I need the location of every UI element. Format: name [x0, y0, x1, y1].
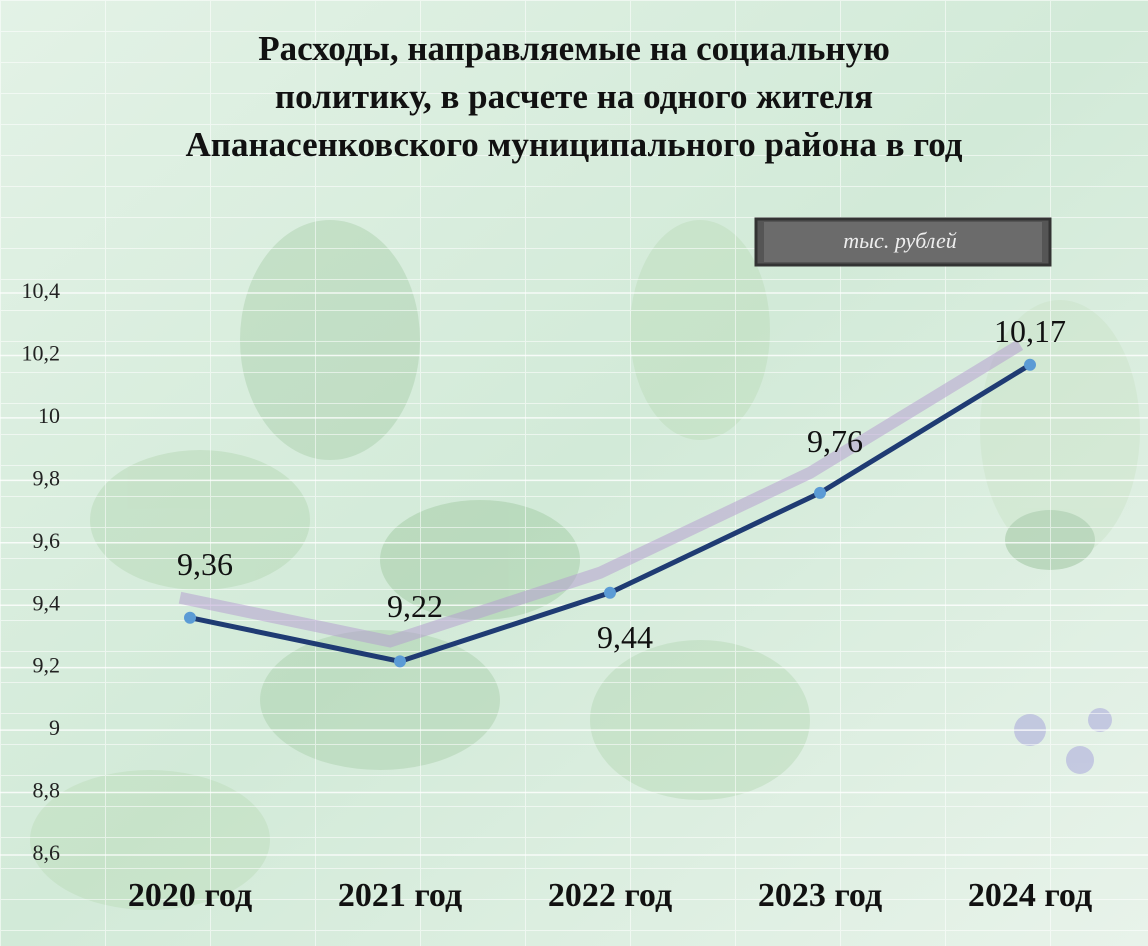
- y-tick-label: 9,4: [33, 590, 61, 615]
- y-tick-label: 8,6: [33, 840, 61, 865]
- y-tick-label: 9,2: [33, 653, 61, 678]
- value-label: 9,44: [597, 619, 653, 655]
- unit-label: тыс. рублей: [843, 228, 956, 253]
- chart-title: политику, в расчете на одного жителя: [275, 77, 873, 116]
- y-tick-label: 10,4: [22, 278, 61, 303]
- x-tick-label: 2022 год: [548, 877, 672, 914]
- chart: Расходы, направляемые на социальную поли…: [0, 0, 1148, 946]
- y-tick-label: 9: [49, 715, 60, 740]
- chart-title: Апанасенковского муниципального района в…: [186, 125, 963, 164]
- y-tick-label: 10,2: [22, 340, 61, 365]
- x-tick-label: 2020 год: [128, 877, 252, 914]
- marker: [394, 655, 406, 667]
- y-tick-label: 9,8: [33, 465, 61, 490]
- page: {"chart_data": {"type": "line", "title":…: [0, 0, 1148, 946]
- marker: [814, 487, 826, 499]
- y-tick-label: 9,6: [33, 528, 61, 553]
- chart-title: Расходы, направляемые на социальную: [258, 29, 890, 68]
- marker: [1024, 359, 1036, 371]
- value-label: 9,76: [807, 423, 863, 459]
- x-tick-label: 2021 год: [338, 877, 462, 914]
- marker: [604, 587, 616, 599]
- y-tick-label: 8,8: [33, 778, 61, 803]
- title: Расходы, направляемые на социальную поли…: [186, 29, 963, 164]
- x-tick-label: 2024 год: [968, 877, 1092, 914]
- value-label: 10,17: [994, 313, 1066, 349]
- value-label: 9,36: [177, 546, 233, 582]
- marker: [184, 612, 196, 624]
- y-tick-label: 10: [38, 403, 60, 428]
- value-label: 9,22: [387, 588, 443, 624]
- x-tick-label: 2023 год: [758, 877, 882, 914]
